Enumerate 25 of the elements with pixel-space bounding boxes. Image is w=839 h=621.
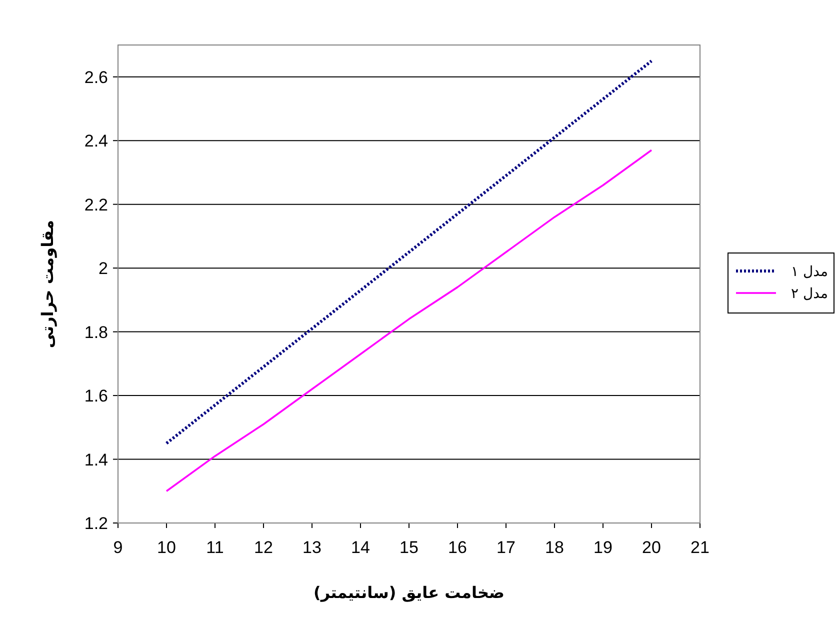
y-tick-label: 2.6 [84, 68, 108, 87]
x-tick-label: 19 [594, 538, 612, 557]
y-tick-label: 1.8 [84, 322, 108, 342]
y-tick-label: 1.4 [84, 450, 108, 470]
y-tick-label: 2.4 [84, 132, 108, 151]
x-tick-label: 10 [157, 538, 176, 557]
x-tick-label: 18 [545, 538, 564, 557]
y-tick-label: 1.2 [84, 514, 108, 533]
x-tick-label: 14 [351, 538, 370, 557]
x-axis-title: ضخامت عایق (سانتیمتر) [314, 583, 504, 602]
x-tick-label: 17 [496, 538, 516, 557]
legend-label: مدل ۲ [790, 286, 828, 302]
x-tick-label: 21 [690, 538, 710, 557]
x-tick-label: 20 [642, 538, 661, 557]
x-tick-label: 11 [206, 538, 224, 557]
x-tick-label: 13 [302, 538, 322, 557]
x-tick-label: 12 [254, 538, 273, 557]
y-axis-title: مقاومت حرارتی [38, 220, 57, 348]
y-tick-label: 2 [98, 259, 108, 278]
y-tick-label: 2.2 [84, 195, 108, 214]
legend-label: مدل ۱ [790, 264, 828, 280]
x-tick-label: 9 [113, 538, 123, 557]
x-tick-label: 16 [448, 538, 467, 557]
x-tick-label: 15 [400, 538, 418, 557]
y-tick-label: 1.6 [84, 386, 108, 406]
